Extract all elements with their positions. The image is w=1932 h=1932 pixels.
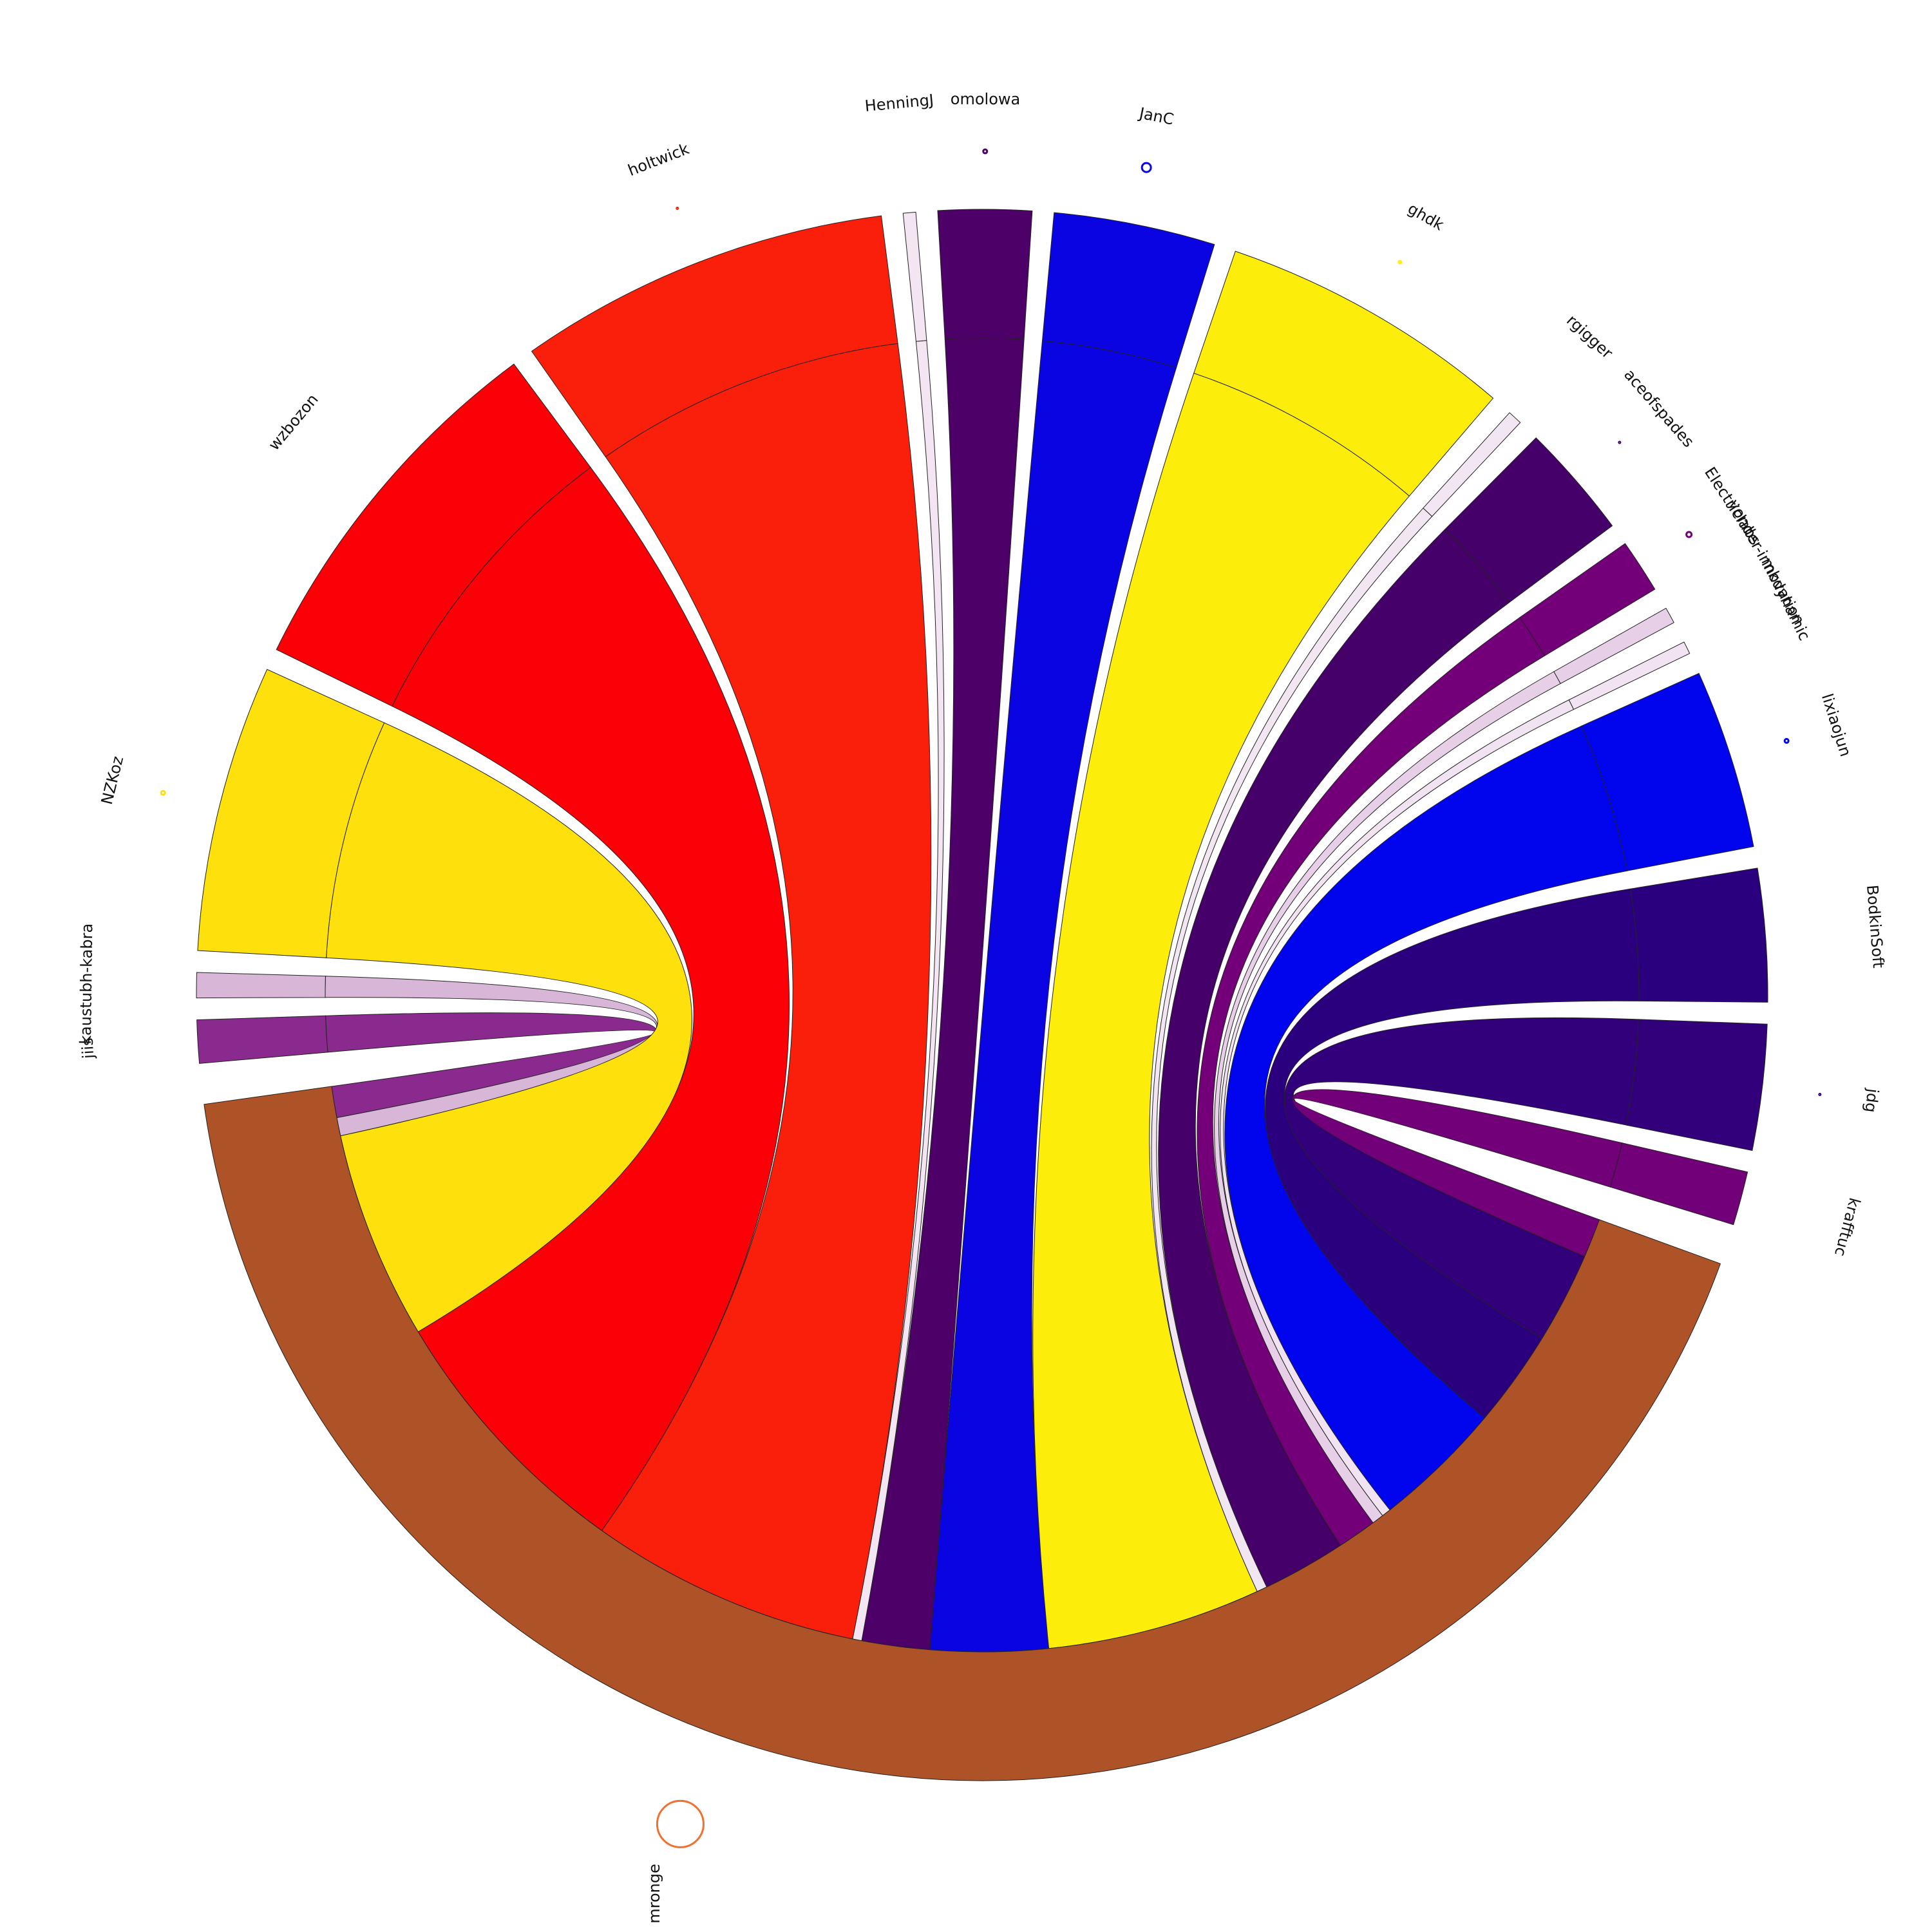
segment-ghdk (1193, 251, 1494, 497)
marker-lixiaojun (1783, 737, 1790, 744)
segment-janc (1041, 212, 1215, 368)
segment-bodkinsoft (1630, 867, 1768, 1003)
label-bodkinsoft: BodkinSoft (1863, 884, 1888, 969)
segment-mkdynamic (1568, 641, 1690, 710)
label-rgigger: rgigger (1563, 311, 1616, 362)
label-kaustubh-kabra: kaustubh-kabra (77, 923, 96, 1045)
segment-henningj (902, 211, 927, 342)
label-jdg: jdg (1861, 1087, 1882, 1113)
label-jiis: jiis (79, 1037, 98, 1060)
segment-krafftuc (1609, 1142, 1748, 1226)
segment-yonder-innovation (1553, 607, 1674, 685)
markers-layer (160, 148, 1822, 1848)
marker-ghdk (1397, 260, 1403, 265)
label-nzkoz: NZKoz (98, 754, 127, 806)
marker-janc (1141, 162, 1152, 173)
segments-layer (196, 209, 1768, 1781)
label-omolowa: omolowa (951, 90, 1021, 108)
segment-electriclabs (1519, 543, 1656, 656)
marker-aceofspades (1618, 440, 1622, 444)
label-mronge: mronge (645, 1864, 663, 1924)
label-wzbozon: wzbozon (265, 390, 321, 453)
segment-kaustubh-kabra (196, 972, 326, 999)
segment-nzkoz (197, 668, 385, 958)
marker-electriclabs (1685, 531, 1693, 538)
ribbons-layer (325, 337, 1640, 1653)
segment-holtwick (531, 215, 898, 457)
label-ghdk: ghdk (1405, 200, 1447, 234)
marker-jdg (1818, 1092, 1822, 1096)
label-lixiaojun: lixiaojun (1818, 692, 1855, 759)
label-krafftuc: krafftuc (1831, 1196, 1864, 1258)
segment-rgigger (1423, 412, 1521, 517)
segment-jdg (1625, 1019, 1768, 1151)
label-janc: JanC (1137, 104, 1175, 128)
marker-mronge (656, 1799, 705, 1848)
segment-lixiaojun (1580, 672, 1754, 871)
label-holtwick: holtwick (625, 140, 692, 180)
label-aceofspades: aceofspades (1620, 366, 1698, 451)
segment-mronge (204, 1086, 1721, 1781)
marker-holtwick (676, 206, 679, 210)
segment-jiis (196, 1015, 328, 1064)
label-henningj: HenningJ (864, 91, 935, 115)
label-mkdynamic: mkdynamic (1757, 554, 1814, 643)
segment-aceofspades (1444, 437, 1613, 603)
marker-omolowa (982, 148, 989, 155)
marker-nzkoz (160, 790, 166, 796)
segment-omolowa (937, 209, 1033, 340)
segment-wzbozon (276, 363, 591, 707)
